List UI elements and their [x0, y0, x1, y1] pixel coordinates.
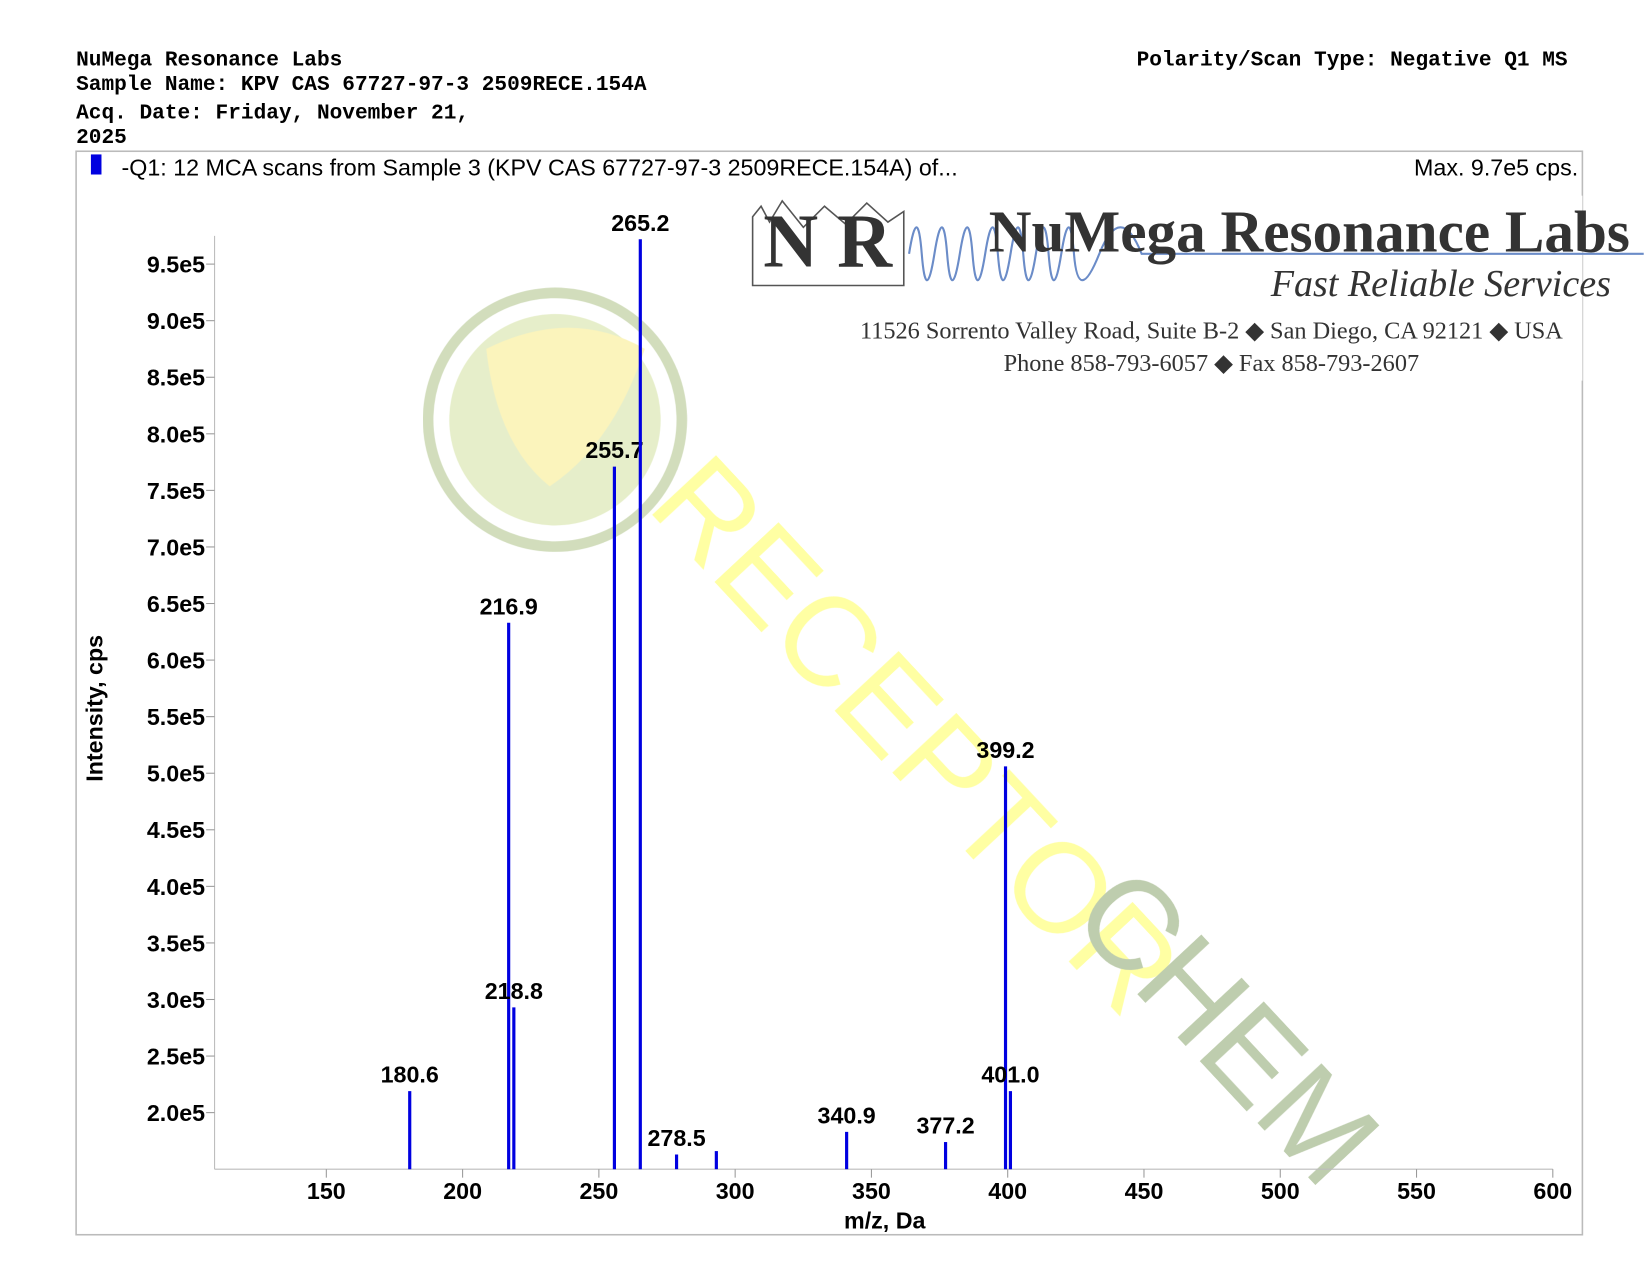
polarity: Polarity/Scan Type: Negative Q1 MS: [1137, 49, 1568, 73]
x-tick-label: 550: [1397, 1178, 1436, 1204]
peak-label: 218.8: [485, 978, 543, 1004]
acq-date: Acq. Date: Friday, November 21,: [76, 101, 469, 125]
y-tick-label: 2.0e5: [147, 1100, 205, 1126]
x-axis-label: m/z, Da: [844, 1207, 926, 1233]
x-tick-label: 350: [852, 1178, 891, 1204]
y-tick-label: 5.5e5: [147, 704, 205, 730]
peak-label: 340.9: [818, 1102, 876, 1128]
logo-name: NuMega Resonance Labs: [989, 199, 1630, 265]
x-tick-label: 400: [988, 1178, 1027, 1204]
watermark: RECEPTOR CHEM: [422, 287, 1406, 1211]
y-tick-label: 6.0e5: [147, 648, 205, 674]
x-tick-label: 300: [716, 1178, 755, 1204]
peak-label: 377.2: [916, 1113, 974, 1139]
y-tick-label: 2.5e5: [147, 1044, 205, 1070]
legend-marker: [90, 154, 102, 175]
logo-slogan: Fast Reliable Services: [1270, 263, 1611, 305]
sample-name: Sample Name: KPV CAS 67727-97-3 2509RECE…: [76, 73, 647, 97]
y-tick-label: 6.5e5: [147, 591, 205, 617]
x-tick-label: 450: [1125, 1178, 1164, 1204]
y-tick-label: 3.0e5: [147, 987, 205, 1013]
x-tick-label: 250: [579, 1178, 618, 1204]
y-tick-label: 7.0e5: [147, 534, 205, 560]
peak-label: 399.2: [976, 737, 1034, 763]
y-tick-label: 3.5e5: [147, 930, 205, 956]
y-tick-label: 8.5e5: [147, 365, 205, 391]
logo-address: 11526 Sorrento Valley Road, Suite B-2 ◆ …: [860, 317, 1563, 344]
acq-date: 2025: [76, 126, 127, 150]
y-tick-label: 5.0e5: [147, 761, 205, 787]
y-tick-label: 9.0e5: [147, 308, 205, 334]
x-tick-label: 600: [1533, 1178, 1572, 1204]
y-tick-label: 9.5e5: [147, 252, 205, 278]
y-tick-label: 4.5e5: [147, 817, 205, 843]
peak-label: 278.5: [647, 1125, 705, 1151]
x-tick-label: 200: [443, 1178, 482, 1204]
chart-title: -Q1: 12 MCA scans from Sample 3 (KPV CAS…: [122, 155, 958, 181]
lab-name: NuMega Resonance Labs: [76, 49, 342, 73]
x-tick-label: 150: [307, 1178, 346, 1204]
peak-label: 180.6: [381, 1062, 439, 1088]
max-label: Max. 9.7e5 cps.: [1414, 155, 1578, 181]
frame: [75, 150, 1584, 1236]
x-tick-label: 500: [1261, 1178, 1300, 1204]
logo-phone: Phone 858-793-6057 ◆ Fax 858-793-2607: [1004, 350, 1420, 377]
peak-label: 255.7: [585, 437, 643, 463]
logo: N R NuMega Resonance Labs Fast Reliable …: [745, 195, 1644, 381]
peak-label: 216.9: [480, 593, 538, 619]
peak-label: 265.2: [611, 210, 669, 236]
y-tick-label: 4.0e5: [147, 874, 205, 900]
y-tick-label: 8.0e5: [147, 421, 205, 447]
logo-letters: N R: [763, 199, 893, 283]
y-tick-label: 7.5e5: [147, 478, 205, 504]
y-axis-label: Intensity, cps: [82, 635, 108, 782]
peak-label: 401.0: [981, 1062, 1039, 1088]
